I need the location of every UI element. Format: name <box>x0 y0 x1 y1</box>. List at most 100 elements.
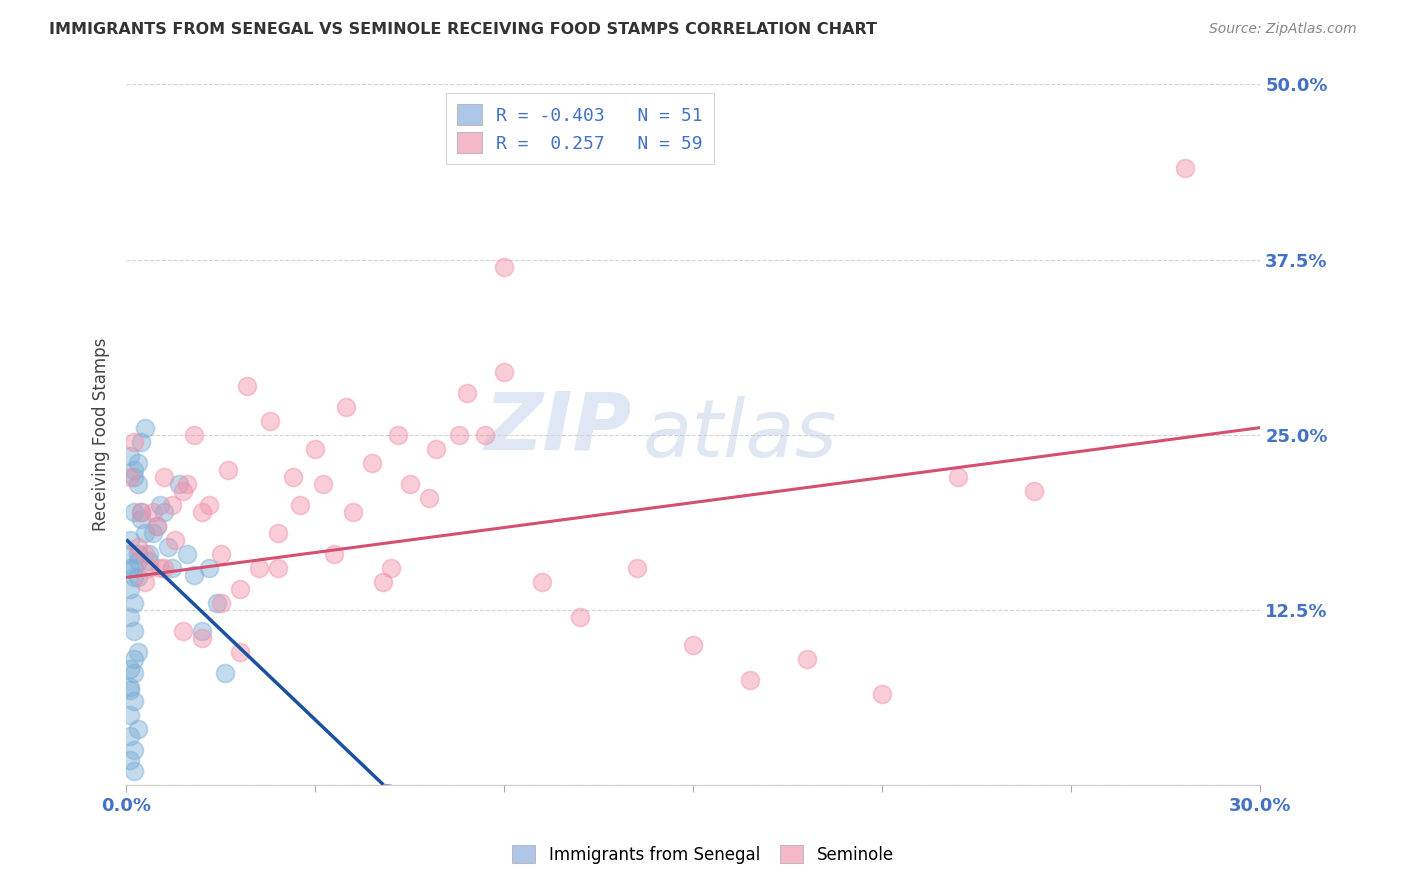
Point <box>738 673 761 687</box>
Point <box>1174 161 1197 176</box>
Point <box>127 456 149 470</box>
Point <box>191 505 214 519</box>
Y-axis label: Receiving Food Stamps: Receiving Food Stamps <box>93 338 110 532</box>
Point <box>568 609 591 624</box>
Point <box>380 560 402 574</box>
Point <box>398 476 420 491</box>
Point <box>138 554 160 568</box>
Legend: Immigrants from Senegal, Seminole: Immigrants from Senegal, Seminole <box>506 838 900 871</box>
Point <box>342 505 364 519</box>
Point <box>373 574 395 589</box>
Point <box>191 624 214 638</box>
Point <box>127 547 149 561</box>
Point <box>122 570 145 584</box>
Point <box>149 498 172 512</box>
Point <box>122 743 145 757</box>
Point <box>946 469 969 483</box>
Point <box>172 624 194 638</box>
Point <box>138 547 160 561</box>
Point <box>131 434 153 449</box>
Point <box>127 570 149 584</box>
Point <box>120 449 142 463</box>
Point <box>122 624 145 638</box>
Point <box>122 560 145 574</box>
Point <box>205 596 228 610</box>
Point <box>228 582 250 596</box>
Point <box>122 764 145 778</box>
Point <box>872 687 894 701</box>
Point <box>134 525 156 540</box>
Point <box>120 560 142 574</box>
Point <box>183 567 205 582</box>
Text: Source: ZipAtlas.com: Source: ZipAtlas.com <box>1209 22 1357 37</box>
Point <box>290 498 312 512</box>
Point <box>236 378 259 392</box>
Point <box>228 645 250 659</box>
Point <box>1022 483 1045 498</box>
Point <box>217 462 239 476</box>
Point <box>120 582 142 596</box>
Point <box>176 547 198 561</box>
Point <box>247 560 270 574</box>
Point <box>266 560 288 574</box>
Point <box>387 427 409 442</box>
Point <box>418 491 440 505</box>
Point <box>120 661 142 675</box>
Point <box>131 511 153 525</box>
Point <box>127 722 149 736</box>
Point <box>183 427 205 442</box>
Point <box>172 483 194 498</box>
Point <box>209 596 232 610</box>
Point <box>120 680 142 694</box>
Text: atlas: atlas <box>643 395 837 474</box>
Point <box>198 498 221 512</box>
Point <box>153 560 176 574</box>
Text: ZIP: ZIP <box>484 389 631 467</box>
Text: IMMIGRANTS FROM SENEGAL VS SEMINOLE RECEIVING FOOD STAMPS CORRELATION CHART: IMMIGRANTS FROM SENEGAL VS SEMINOLE RECE… <box>49 22 877 37</box>
Point <box>266 525 288 540</box>
Point <box>281 469 304 483</box>
Point <box>138 560 160 574</box>
Point <box>120 753 142 767</box>
Point <box>120 707 142 722</box>
Point <box>120 729 142 743</box>
Point <box>361 456 384 470</box>
Point <box>127 554 149 568</box>
Point <box>304 442 326 456</box>
Legend: R = -0.403   N = 51, R =  0.257   N = 59: R = -0.403 N = 51, R = 0.257 N = 59 <box>446 94 714 164</box>
Point <box>122 596 145 610</box>
Point <box>149 560 172 574</box>
Point <box>191 631 214 645</box>
Point <box>122 462 145 476</box>
Point <box>142 505 165 519</box>
Point <box>127 645 149 659</box>
Point <box>122 665 145 680</box>
Point <box>425 442 447 456</box>
Point <box>156 540 179 554</box>
Point <box>312 476 335 491</box>
Point <box>145 518 167 533</box>
Point <box>134 574 156 589</box>
Point <box>160 498 183 512</box>
Point <box>142 525 165 540</box>
Point <box>531 574 554 589</box>
Point <box>214 665 236 680</box>
Point <box>165 533 187 547</box>
Point <box>494 365 516 379</box>
Point <box>120 609 142 624</box>
Point <box>209 547 232 561</box>
Point <box>160 560 183 574</box>
Point <box>120 682 142 697</box>
Point <box>474 427 496 442</box>
Point <box>134 547 156 561</box>
Point <box>122 651 145 665</box>
Point <box>131 505 153 519</box>
Point <box>122 469 145 483</box>
Point <box>626 560 648 574</box>
Point <box>335 400 357 414</box>
Point <box>134 420 156 434</box>
Point <box>127 476 149 491</box>
Point <box>682 638 704 652</box>
Point <box>796 651 818 665</box>
Point <box>153 469 176 483</box>
